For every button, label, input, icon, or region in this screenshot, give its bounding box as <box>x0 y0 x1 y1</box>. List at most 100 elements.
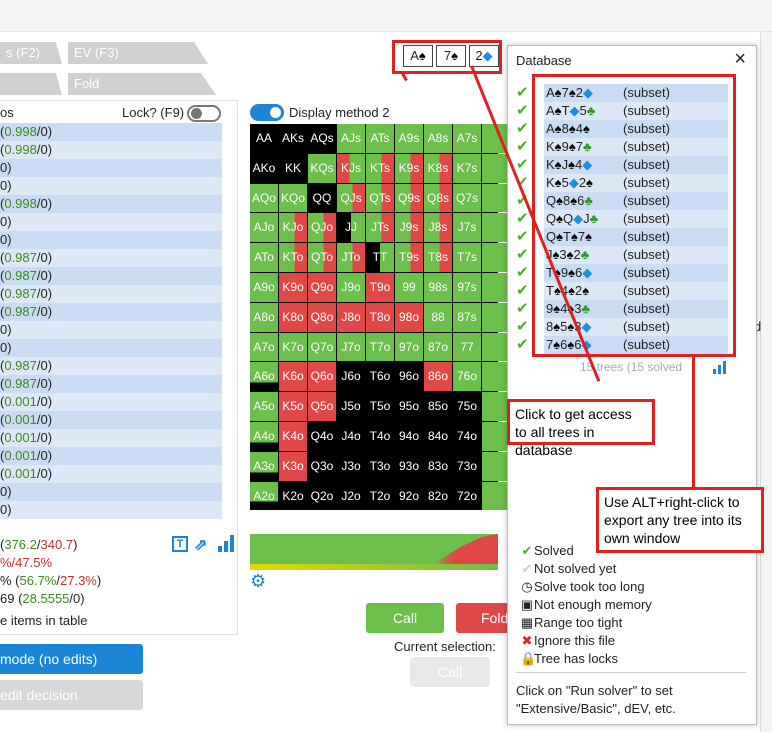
hand-cell[interactable]: AKs <box>279 124 307 153</box>
hand-cell[interactable]: T2o <box>366 481 394 511</box>
hand-cell[interactable]: 98o <box>395 302 423 332</box>
hand-cell[interactable]: Q2o <box>308 481 336 511</box>
display-method-toggle[interactable] <box>250 104 284 121</box>
tree-row[interactable]: ✔ T♠4♠2♠ (subset) <box>508 282 748 300</box>
tree-row[interactable]: ✔ T♠9♠6◆ (subset) <box>508 264 748 282</box>
hand-cell[interactable]: 85o <box>424 392 452 421</box>
hand-cell[interactable]: 87o <box>424 332 452 362</box>
hand-cell[interactable]: 83o <box>424 451 452 481</box>
hand-cell[interactable]: ATs <box>366 124 394 153</box>
hand-cell[interactable]: QTo <box>308 243 336 272</box>
hand-cell[interactable]: 93o <box>395 451 423 481</box>
hand-cell[interactable]: J8s <box>424 213 452 243</box>
hand-cell[interactable]: JTs <box>366 213 394 243</box>
tree-row[interactable]: ✔ 7♠6♠6◆ (subset) <box>508 336 748 354</box>
hand-cell[interactable]: ATo <box>250 243 278 272</box>
hand-cell[interactable]: QQ <box>308 183 336 213</box>
hand-cell[interactable]: J5o <box>337 392 365 421</box>
hand-row[interactable]: 0) <box>0 177 222 195</box>
hand-cell[interactable]: K9s <box>395 153 423 183</box>
hand-cell[interactable]: 84o <box>424 421 452 451</box>
hand-row[interactable]: 0) <box>0 231 222 249</box>
hand-cell[interactable]: A5o <box>250 392 278 421</box>
hand-cell[interactable] <box>482 272 510 302</box>
hand-cell[interactable]: J6o <box>337 362 365 392</box>
hand-cell[interactable]: J8o <box>337 302 365 332</box>
hand-cell[interactable]: 74o <box>453 421 481 451</box>
hand-cell[interactable]: J7s <box>453 213 481 243</box>
hand-cell[interactable]: QTs <box>366 183 394 213</box>
hand-cell[interactable]: A9s <box>395 124 423 153</box>
hand-cell[interactable]: JTo <box>337 243 365 272</box>
hand-cell[interactable]: Q8s <box>424 183 452 213</box>
hand-cell[interactable]: 82o <box>424 481 452 511</box>
fold-button[interactable]: Fold <box>456 603 516 633</box>
edit-decision-button[interactable]: edit decision <box>0 680 143 710</box>
hand-cell[interactable]: K8o <box>279 302 307 332</box>
hand-cell[interactable]: 95o <box>395 392 423 421</box>
hand-cell[interactable]: 96o <box>395 362 423 392</box>
hand-row[interactable]: 0) <box>0 213 222 231</box>
hand-row[interactable]: (0.987/0) <box>0 303 222 321</box>
hand-row[interactable]: 0) <box>0 159 222 177</box>
hand-cell[interactable]: KTo <box>279 243 307 272</box>
hand-row[interactable]: (0.998/0) <box>0 195 222 213</box>
hand-row[interactable]: (0.001/0) <box>0 411 222 429</box>
tree-row[interactable]: ✔ Q♠Q◆J♣ (subset) <box>508 210 748 228</box>
hand-row[interactable]: (0.001/0) <box>0 447 222 465</box>
hand-cell[interactable]: T7s <box>453 243 481 272</box>
hand-cell[interactable]: KTs <box>366 153 394 183</box>
hand-cell[interactable]: J9s <box>395 213 423 243</box>
hand-cell[interactable]: J9o <box>337 272 365 302</box>
hand-cell[interactable]: T8o <box>366 302 394 332</box>
tree-row[interactable]: ✔ 9♠4♠3♣(subset) <box>508 300 748 318</box>
hand-cell[interactable]: 77 <box>453 332 481 362</box>
hand-row[interactable]: (0.987/0) <box>0 357 222 375</box>
hand-cell[interactable]: Q4o <box>308 421 336 451</box>
tree-row[interactable]: ✔ K♠J♠4◆ (subset) <box>508 156 748 174</box>
hand-cell[interactable]: T9o <box>366 272 394 302</box>
hand-cell[interactable]: 87s <box>453 302 481 332</box>
hand-cell[interactable]: K9o <box>279 272 307 302</box>
hand-cell[interactable]: KJs <box>337 153 365 183</box>
hand-cell[interactable]: KQs <box>308 153 336 183</box>
hand-cell[interactable]: KK <box>279 153 307 183</box>
hand-cell[interactable] <box>482 332 510 362</box>
tree-row[interactable]: ✔8♠5♠3◆(subset) <box>508 318 748 336</box>
hand-cell[interactable]: 88 <box>424 302 452 332</box>
hand-cell[interactable]: AJo <box>250 213 278 243</box>
hand-cell[interactable]: A9o <box>250 272 278 302</box>
hand-cell[interactable]: 92o <box>395 481 423 511</box>
mode-button[interactable]: mode (no edits) <box>0 644 143 674</box>
hand-cell[interactable]: TT <box>366 243 394 272</box>
tab-ev[interactable]: EV (F3) <box>68 42 208 64</box>
hand-row[interactable]: 0) <box>0 483 222 501</box>
hand-cell[interactable]: QJs <box>337 183 365 213</box>
hand-row[interactable]: (0.987/0) <box>0 375 222 393</box>
hand-cell[interactable]: 72o <box>453 481 481 511</box>
hand-cell[interactable]: 86o <box>424 362 452 392</box>
hand-cell[interactable]: K7s <box>453 153 481 183</box>
hand-cell[interactable]: Q5o <box>308 392 336 421</box>
hand-cell[interactable]: 94o <box>395 421 423 451</box>
hand-row[interactable]: (0.987/0) <box>0 267 222 285</box>
hand-row[interactable]: (0.998/0) <box>0 123 222 141</box>
hand-cell[interactable]: K7o <box>279 332 307 362</box>
hand-cell[interactable] <box>482 183 510 213</box>
hand-row[interactable]: 0) <box>0 501 222 519</box>
hand-row[interactable]: (0.001/0) <box>0 429 222 447</box>
hand-cell[interactable]: T3o <box>366 451 394 481</box>
external-window-icon[interactable]: ⇗ <box>194 537 208 554</box>
hand-cell[interactable]: AQo <box>250 183 278 213</box>
tree-row[interactable]: ✔ K♠5◆2♠ (subset) <box>508 174 748 192</box>
hand-cell[interactable]: A3o <box>250 451 278 481</box>
hand-cell[interactable] <box>482 451 510 481</box>
hand-cell[interactable]: T5o <box>366 392 394 421</box>
hand-cell[interactable] <box>482 213 510 243</box>
hand-cell[interactable]: Q7s <box>453 183 481 213</box>
hand-cell[interactable]: A4o <box>250 421 278 451</box>
hand-cell[interactable] <box>482 421 510 451</box>
hand-cell[interactable]: Q7o <box>308 332 336 362</box>
hand-cell[interactable]: A6o <box>250 362 278 392</box>
hand-cell[interactable]: JJ <box>337 213 365 243</box>
